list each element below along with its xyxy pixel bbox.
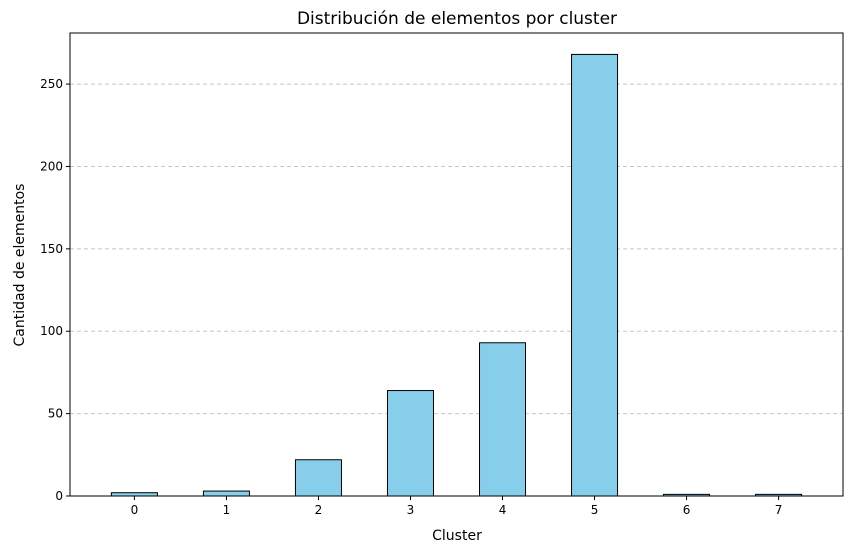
bar-cluster-2 bbox=[294, 459, 342, 497]
bars bbox=[110, 53, 803, 497]
x-tick-label: 7 bbox=[775, 503, 783, 517]
bar-cluster-3 bbox=[386, 390, 434, 497]
bar-cluster-4 bbox=[479, 342, 527, 497]
y-tick-label: 200 bbox=[40, 159, 63, 173]
x-tick-label: 3 bbox=[407, 503, 415, 517]
x-axis-title: Cluster bbox=[432, 528, 482, 544]
y-tick-label: 0 bbox=[55, 489, 63, 503]
bar-cluster-1 bbox=[202, 490, 250, 497]
x-axis: 0 1 2 3 4 5 6 7 bbox=[131, 496, 783, 517]
x-tick-label: 1 bbox=[223, 503, 231, 517]
y-tick-label: 50 bbox=[48, 407, 63, 421]
bar-cluster-5 bbox=[571, 53, 619, 497]
y-tick-label: 250 bbox=[40, 77, 63, 91]
y-axis-title: Cantidad de elementos bbox=[12, 184, 28, 347]
x-tick-label: 4 bbox=[499, 503, 507, 517]
chart-title: Distribución de elementos por cluster bbox=[297, 9, 617, 29]
x-tick-label: 0 bbox=[131, 503, 139, 517]
y-axis: 0 50 100 150 200 250 bbox=[40, 77, 70, 503]
plot-frame bbox=[69, 32, 844, 497]
x-tick-label: 2 bbox=[315, 503, 323, 517]
x-tick-label: 6 bbox=[683, 503, 691, 517]
grid-lines bbox=[70, 83, 843, 497]
x-tick-label: 5 bbox=[591, 503, 599, 517]
y-tick-label: 150 bbox=[40, 242, 63, 256]
y-tick-label: 100 bbox=[40, 324, 63, 338]
